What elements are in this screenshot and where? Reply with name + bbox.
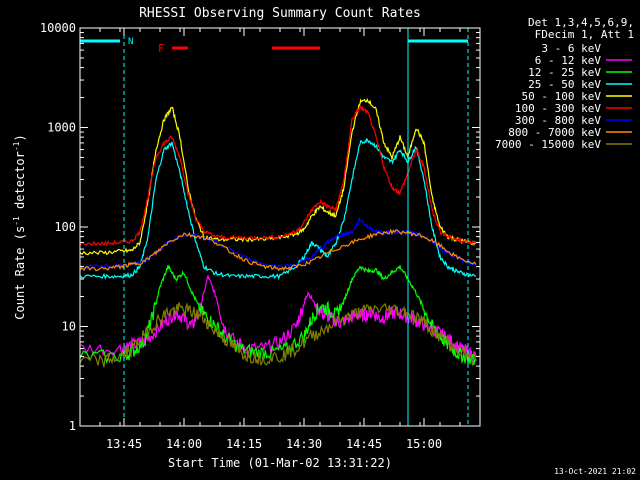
- series-line-7000to15000keV: [79, 301, 477, 368]
- legend-entry-label: 7000 - 15000 keV: [495, 138, 601, 151]
- x-tick-label: 14:15: [226, 437, 262, 451]
- series-line-100to300keV: [79, 104, 476, 247]
- legend-entry-label: 300 - 800 keV: [515, 114, 601, 127]
- legend-header-line-1: Det 1,3,4,5,6,9,: [528, 16, 634, 29]
- legend-entry-label: 100 - 300 keV: [515, 102, 601, 115]
- y-tick-label: 1: [69, 419, 76, 433]
- y-axis-ticks: 1 10 100 1000 10000: [40, 21, 480, 433]
- x-tick-label: 15:00: [406, 437, 442, 451]
- series-line-800to7000keV: [79, 228, 477, 272]
- flare-label: F: [158, 42, 165, 55]
- legend-header-line-2: FDecim 1, Att 1: [535, 28, 634, 41]
- y-tick-label: 10: [62, 320, 76, 334]
- series-line-50to100keV: [79, 98, 477, 256]
- legend-entry-label: 12 - 25 keV: [528, 66, 601, 79]
- timestamp: 13-Oct-2021 21:02: [554, 467, 636, 476]
- x-tick-label: 14:30: [286, 437, 322, 451]
- legend-entry-label: 3 - 6 keV: [541, 42, 601, 55]
- y-tick-label: 10000: [40, 21, 76, 35]
- x-tick-label: 14:45: [346, 437, 382, 451]
- y-axis-label: Count Rate (s-1 detector-1): [12, 134, 27, 319]
- legend: Det 1,3,4,5,6,9, FDecim 1, Att 1 3 - 6 k…: [495, 16, 634, 151]
- night-label: N: [128, 37, 133, 47]
- x-tick-label: 14:00: [166, 437, 202, 451]
- legend-entry-label: 800 - 7000 keV: [508, 126, 601, 139]
- series-line-3to6keV: [79, 319, 448, 429]
- x-tick-label: 13:45: [106, 437, 142, 451]
- legend-entry-label: 50 - 100 keV: [522, 90, 602, 103]
- y-tick-label: 100: [54, 220, 76, 234]
- series-line-6to12keV: [79, 274, 477, 364]
- chart-title: RHESSI Observing Summary Count Rates: [139, 6, 421, 21]
- legend-entry-label: 6 - 12 keV: [535, 54, 602, 67]
- series-line-12to25keV: [79, 264, 477, 365]
- legend-entry-label: 25 - 50 keV: [528, 78, 601, 91]
- y-tick-label: 1000: [47, 121, 76, 135]
- x-axis-ticks: 13:45 14:00 14:15 14:30 14:45 15:00: [79, 28, 481, 451]
- x-axis-label: Start Time (01-Mar-02 13:31:22): [168, 456, 392, 470]
- series-layer: [79, 98, 477, 429]
